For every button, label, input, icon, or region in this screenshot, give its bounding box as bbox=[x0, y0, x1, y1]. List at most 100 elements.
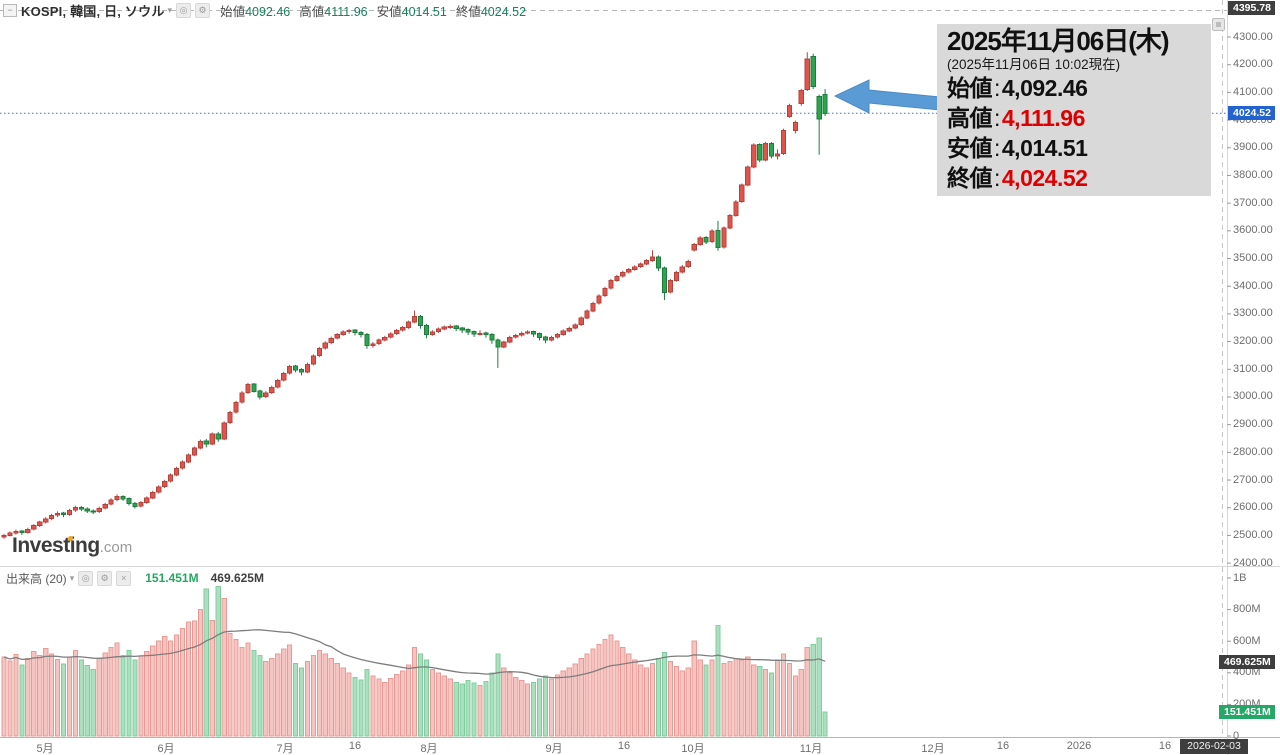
last-price-badge: 4024.52 bbox=[1228, 106, 1275, 120]
volume-bar bbox=[287, 644, 293, 737]
volume-bar bbox=[162, 635, 168, 737]
annotation-rows: 始値:4,092.46 高値:4,111.96 安値:4,014.51 終値:4,02… bbox=[947, 73, 1203, 193]
candle-body bbox=[54, 512, 61, 516]
volume-bar bbox=[638, 664, 644, 737]
candle-body bbox=[287, 366, 293, 374]
candle-body bbox=[578, 317, 584, 326]
candle-body bbox=[126, 498, 132, 505]
candle-body bbox=[90, 510, 96, 513]
candle-body bbox=[417, 315, 424, 327]
candle-body bbox=[376, 339, 382, 345]
eye-icon[interactable]: ◎ bbox=[78, 570, 94, 586]
candle-body bbox=[459, 327, 465, 331]
candle-body bbox=[495, 339, 501, 348]
annotation-colon: : bbox=[994, 105, 1000, 131]
candle-body bbox=[168, 474, 174, 482]
candle-body bbox=[209, 433, 215, 445]
volume-bar bbox=[554, 674, 560, 737]
volume-bar bbox=[792, 675, 798, 737]
symbol-title[interactable]: KOSPI, 韓国, 日, ソウル bbox=[21, 4, 165, 19]
candle-body bbox=[364, 333, 370, 347]
annotation-box[interactable]: 2025年11月06日(木) (2025年11月06日 10:02現在) 始値:… bbox=[937, 24, 1211, 196]
annotation-row-value: 4,014.51 bbox=[1001, 135, 1088, 161]
candle-body bbox=[566, 327, 572, 332]
candle-body bbox=[471, 331, 477, 335]
candle-body bbox=[340, 331, 346, 335]
candle-body bbox=[263, 392, 269, 398]
annotation-row: 終値:4,024.52 bbox=[947, 163, 1203, 193]
settings-icon[interactable]: ⚙ bbox=[97, 570, 113, 586]
close-icon[interactable]: × bbox=[116, 570, 132, 586]
future-date-badge: 2026-02-03 bbox=[1180, 739, 1248, 754]
candle-body bbox=[25, 528, 31, 533]
candle-body bbox=[435, 328, 441, 333]
volume-current-value: 151.451M bbox=[145, 571, 199, 585]
volume-bar bbox=[667, 661, 673, 737]
ohlc-label: 終値 bbox=[455, 5, 481, 19]
volume-bar bbox=[269, 658, 275, 737]
candle-body bbox=[328, 337, 334, 344]
candle-body bbox=[400, 327, 406, 331]
candle-body bbox=[584, 310, 590, 319]
volume-bar bbox=[60, 663, 67, 737]
volume-bar bbox=[649, 662, 656, 737]
candle-body bbox=[7, 532, 13, 536]
volume-tick-label: 1B bbox=[1233, 571, 1247, 584]
candle-body bbox=[608, 280, 614, 289]
collapse-icon[interactable]: − bbox=[3, 4, 17, 17]
candle-body bbox=[269, 386, 275, 394]
volume-bar bbox=[221, 598, 227, 737]
price-tick-label: 3400.00 bbox=[1233, 279, 1273, 292]
volume-bar bbox=[102, 652, 108, 737]
logo-text: Investing bbox=[12, 534, 100, 557]
volume-bar bbox=[275, 653, 281, 737]
candle-body bbox=[548, 336, 554, 341]
time-tick-label: 16 bbox=[1158, 740, 1172, 752]
volume-bar bbox=[780, 653, 787, 737]
volume-tick-label: 600M bbox=[1233, 634, 1261, 647]
annotation-row: 始値:4,092.46 bbox=[947, 73, 1203, 103]
chevron-down-icon[interactable]: ▾ bbox=[69, 572, 75, 583]
volume-bar bbox=[49, 653, 55, 737]
eye-icon[interactable]: ◎ bbox=[176, 3, 192, 18]
price-tick-label: 2900.00 bbox=[1233, 418, 1273, 431]
annotation-subtitle: (2025年11月06日 10:02現在) bbox=[947, 57, 1121, 72]
volume-bar bbox=[364, 669, 370, 737]
candle-body bbox=[388, 333, 394, 338]
logo-orange-dot bbox=[68, 536, 73, 541]
volume-indicator-title[interactable]: 出来高 (20) bbox=[6, 571, 67, 586]
volume-bar bbox=[400, 670, 406, 737]
time-tick-label: 12月 bbox=[921, 743, 945, 755]
volume-bar bbox=[804, 647, 810, 737]
settings-icon[interactable]: ⚙ bbox=[195, 3, 211, 18]
high-price-badge: 4395.78 bbox=[1228, 1, 1275, 15]
marker-icon[interactable] bbox=[1212, 18, 1225, 31]
candle-body bbox=[304, 363, 311, 373]
ohlc-readout: 始値4092.46 高値4111.96 安値4014.51 終値4024.52 bbox=[220, 1, 526, 20]
volume-bar bbox=[370, 675, 376, 737]
annotation-row-value: 4,024.52 bbox=[1001, 165, 1088, 191]
candle-body bbox=[602, 287, 608, 297]
price-tick-label: 4100.00 bbox=[1233, 85, 1273, 98]
volume-bar bbox=[566, 667, 572, 737]
candle-body bbox=[507, 336, 513, 343]
volume-bar bbox=[715, 624, 721, 737]
annotation-row-value: 4,092.46 bbox=[1001, 75, 1088, 101]
candle-body bbox=[179, 461, 186, 469]
volume-bar bbox=[810, 643, 816, 737]
annotation-colon: : bbox=[994, 135, 1000, 161]
volume-bar bbox=[685, 667, 691, 737]
candle-body bbox=[447, 325, 453, 328]
volume-bar bbox=[13, 654, 19, 737]
chevron-down-icon[interactable]: ▾ bbox=[167, 5, 173, 15]
candle-body bbox=[804, 58, 810, 91]
volume-bar bbox=[471, 682, 477, 737]
volume-bar bbox=[7, 660, 13, 737]
candle-body bbox=[108, 499, 114, 505]
annotation-arrow[interactable] bbox=[833, 79, 941, 114]
ohlc-value: 4111.96 bbox=[324, 5, 368, 19]
volume-bar bbox=[691, 640, 697, 737]
volume-tick-label: 400M bbox=[1233, 666, 1261, 679]
